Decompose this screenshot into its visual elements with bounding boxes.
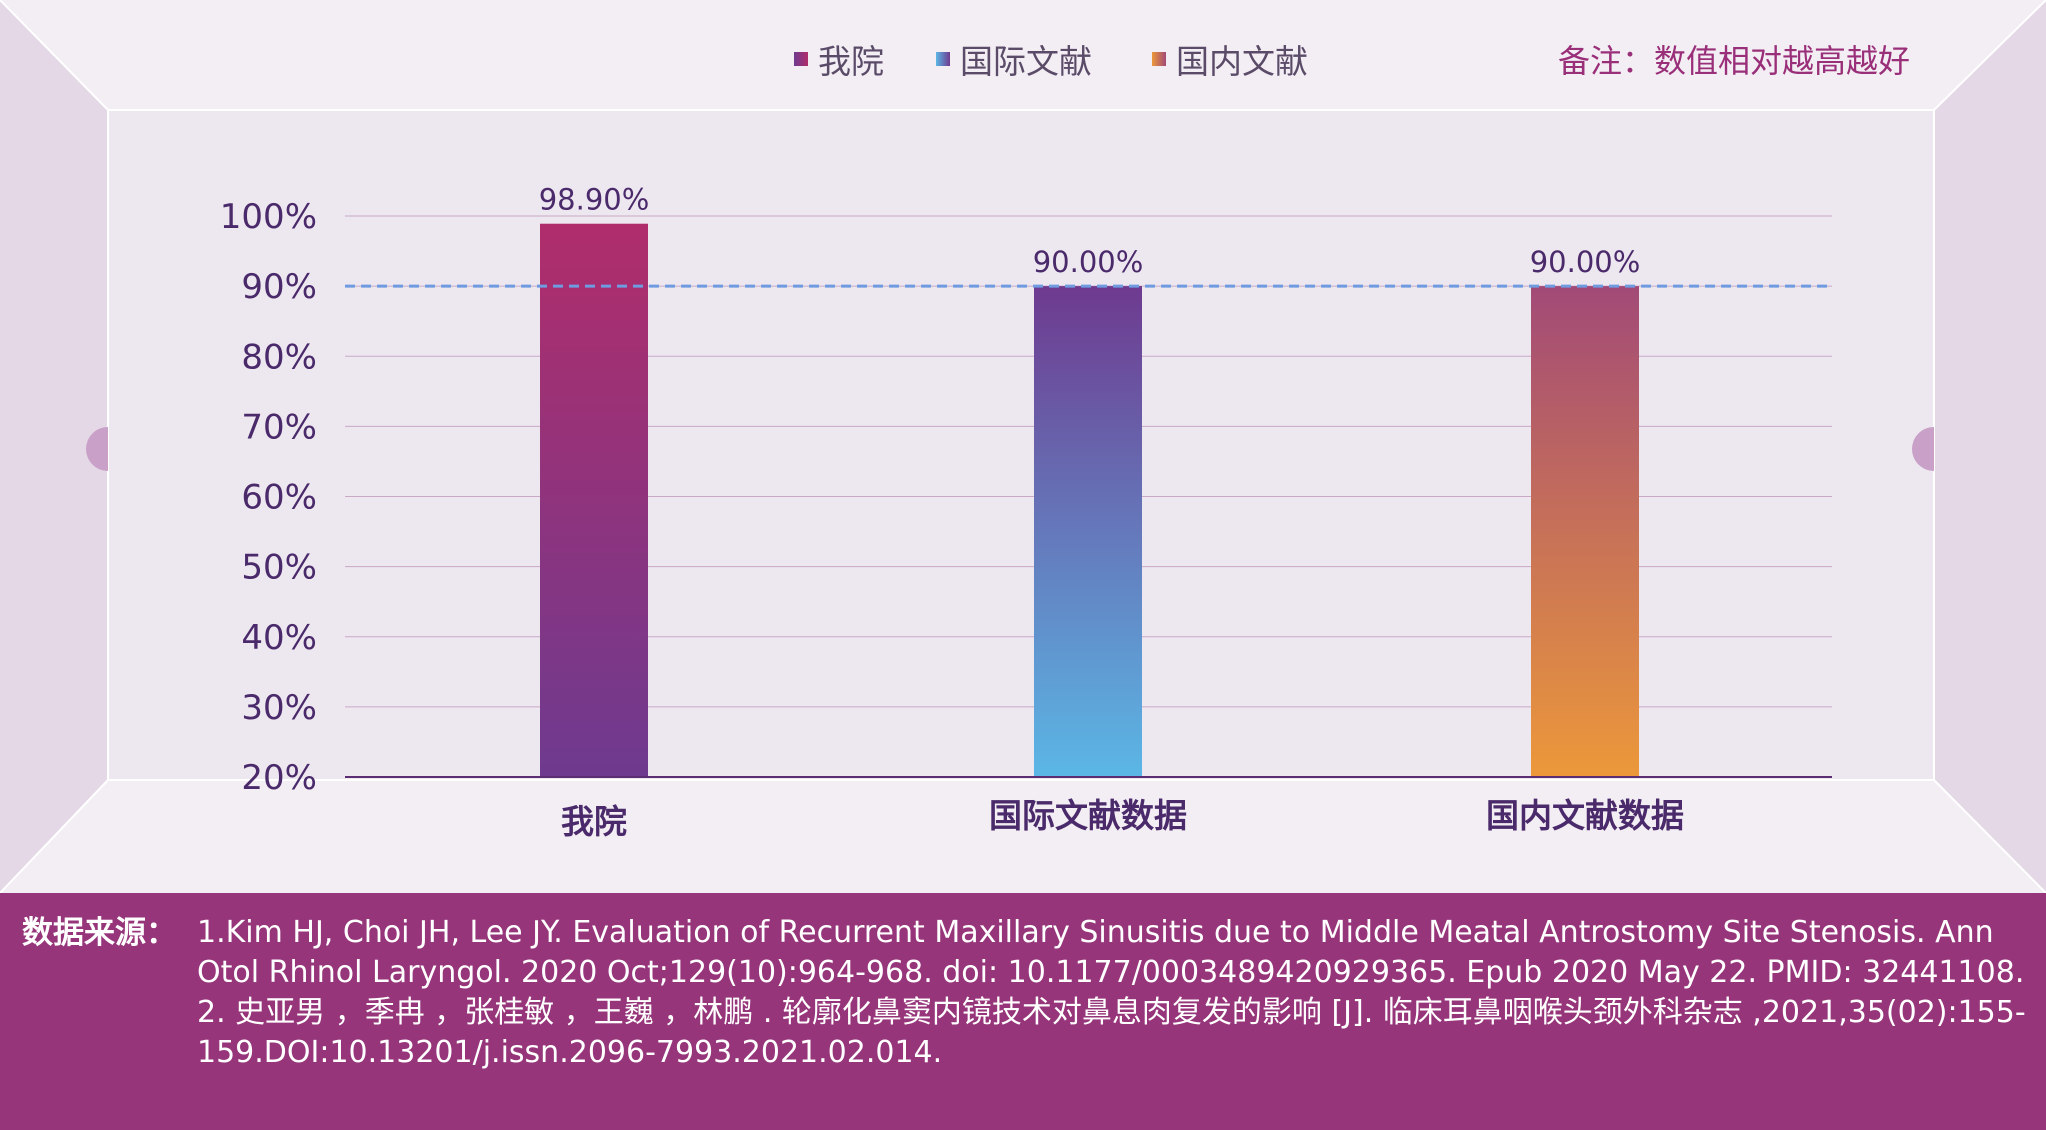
y-tick-label: 80% <box>241 337 317 377</box>
y-tick-label: 40% <box>241 618 317 658</box>
y-tick-label: 100% <box>220 197 317 237</box>
legend-item-domestic: 国内文献 <box>1152 36 1308 82</box>
right-decorative-dot <box>1912 427 1934 471</box>
y-tick-label: 70% <box>241 407 317 447</box>
frame-right-panel <box>1934 0 2046 893</box>
labels: 20% 30% 40% 50% 60% 70% 80% 90% 100% 98.90% 我院 90.0… <box>220 183 1684 841</box>
bar-value-label: 90.00% <box>1033 245 1144 279</box>
source-label: 数据来源： <box>22 915 177 951</box>
chart-note: 备注：数值相对越高越好 <box>1557 42 1910 80</box>
frame-edge <box>0 0 109 111</box>
legend-swatch-international <box>936 52 950 66</box>
frame-bottom-panel <box>0 780 2046 893</box>
y-tick-label: 50% <box>241 548 317 588</box>
legend-label-hospital: 我院 <box>818 42 884 81</box>
y-tick-label: 30% <box>241 688 317 728</box>
x-tick-label: 我院 <box>561 802 627 841</box>
bar <box>1531 286 1639 777</box>
legend-item-hospital: 我院 <box>794 36 884 82</box>
x-tick-label: 国际文献数据 <box>989 796 1187 835</box>
legend-swatch-domestic <box>1152 52 1166 66</box>
frame-top-panel <box>0 0 2046 110</box>
y-tick-label: 20% <box>241 758 317 798</box>
frame-edge <box>1933 779 2046 893</box>
bars <box>540 223 1639 777</box>
frame-edge <box>1933 0 2046 111</box>
legend-label-domestic: 国内文献 <box>1176 42 1308 81</box>
y-tick-label: 90% <box>241 267 317 307</box>
bar <box>1034 286 1142 777</box>
reference-item: 1.Kim HJ, Choi JH, Lee JY. Evaluation of… <box>197 915 2025 990</box>
source-footer: 数据来源： 1.Kim HJ, Choi JH, Lee JY. Evaluat… <box>0 893 2046 1130</box>
bar-value-label: 90.00% <box>1530 245 1641 279</box>
left-decorative-dot <box>86 427 108 471</box>
frame-edge <box>0 779 109 893</box>
frame-left-panel <box>0 0 108 893</box>
bar <box>540 223 648 777</box>
bar-value-label: 98.90% <box>539 183 650 217</box>
bar-chart: 20% 30% 40% 50% 60% 70% 80% 90% 100% 98.90% 我院 90.0… <box>220 183 1832 841</box>
y-tick-label: 60% <box>241 478 317 518</box>
legend-item-international: 国际文献 <box>936 36 1092 82</box>
reference-list: 1.Kim HJ, Choi JH, Lee JY. Evaluation of… <box>197 913 2032 1073</box>
x-tick-label: 国内文献数据 <box>1486 796 1684 835</box>
legend-swatch-hospital <box>794 52 808 66</box>
reference-item: 2. 史亚男 ，季冉 ，张桂敏 ，王巍 ，林鹏 . 轮廓化鼻窦内镜技术对鼻息肉复… <box>197 995 2026 1070</box>
legend-label-international: 国际文献 <box>960 42 1092 81</box>
